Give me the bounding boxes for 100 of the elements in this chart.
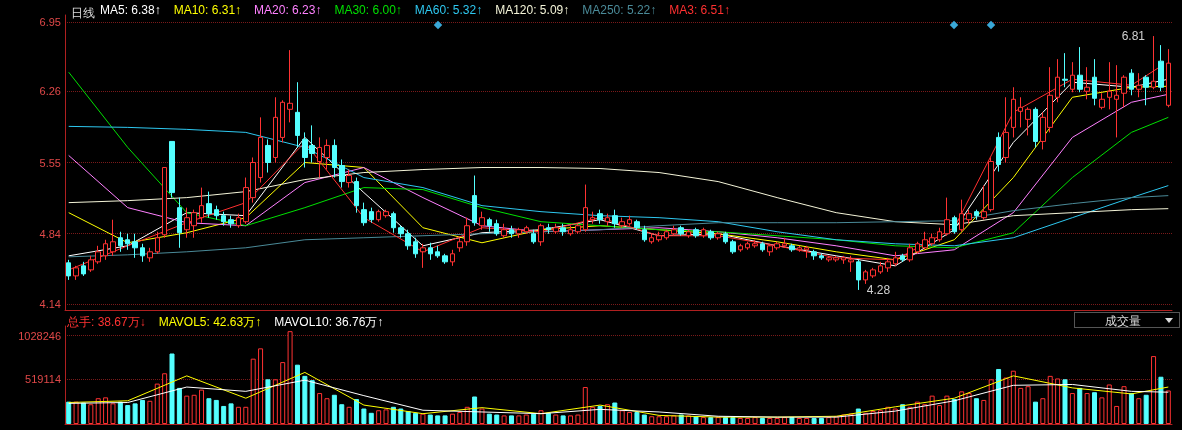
line-series (68, 195, 1169, 258)
candlestick (1143, 74, 1149, 106)
bar (339, 404, 345, 424)
candlestick (1136, 72, 1142, 98)
bar (80, 402, 86, 424)
candlestick (546, 223, 551, 235)
bar (804, 417, 810, 424)
bar (944, 395, 950, 424)
bar (796, 417, 802, 424)
bar (1099, 397, 1105, 424)
bar (656, 416, 662, 424)
candlestick (317, 136, 322, 179)
bar (641, 414, 647, 424)
bar (368, 412, 374, 424)
candlestick (214, 205, 219, 221)
candlestick (280, 99, 285, 143)
candlestick (376, 209, 381, 223)
bar (103, 397, 109, 424)
candlestick (428, 242, 433, 261)
text: MA60: 5.32↑ (414, 3, 483, 17)
bar (1025, 386, 1031, 424)
candlestick (937, 227, 942, 243)
bar (937, 405, 943, 424)
bar (508, 415, 514, 424)
candlestick (1033, 106, 1038, 148)
candlestick (612, 209, 618, 229)
candlestick (361, 202, 367, 227)
bar (1084, 393, 1090, 424)
text: MA250: 5.22↑ (582, 3, 657, 17)
candlestick (959, 199, 964, 233)
bar (413, 412, 419, 424)
bar (206, 398, 212, 424)
bar (892, 408, 898, 424)
candlestick (346, 169, 352, 189)
candlestick (435, 245, 440, 259)
candlestick (553, 223, 559, 235)
candlestick (118, 231, 123, 253)
candlestick (671, 225, 677, 237)
bar (973, 398, 979, 424)
bar (457, 411, 463, 424)
candlestick (531, 229, 536, 245)
candlestick (575, 223, 581, 235)
bar (117, 401, 123, 424)
text: MA20: 6.23↑ (254, 3, 322, 17)
candlestick (494, 219, 499, 237)
candlestick (664, 229, 669, 241)
bar (398, 408, 404, 424)
bar (582, 387, 588, 424)
bar (597, 405, 603, 424)
bar (1151, 356, 1157, 424)
candlestick (509, 225, 514, 239)
bar (523, 414, 529, 424)
candlestick (155, 231, 160, 255)
bar (560, 415, 566, 424)
bar (1018, 387, 1024, 424)
candlestick (516, 227, 522, 239)
dropdown: 成交量 (1074, 312, 1180, 328)
bar (708, 417, 714, 424)
candlestick (487, 217, 492, 233)
bar (442, 415, 448, 424)
bar (354, 399, 360, 424)
bar (959, 391, 965, 424)
candlestick (258, 116, 263, 184)
candlestick (878, 261, 883, 275)
candlestick (981, 185, 987, 221)
annotation: 6.81 (1121, 29, 1146, 44)
bar (250, 358, 256, 424)
bar (287, 331, 293, 424)
text: MA120: 5.09↑ (495, 3, 570, 17)
candlestick (1062, 52, 1068, 88)
bar (715, 417, 721, 424)
candlestick (177, 197, 182, 249)
candlestick (236, 213, 241, 229)
bar (627, 411, 633, 424)
bar (1055, 378, 1061, 424)
bar (88, 404, 94, 424)
line-series (68, 371, 1169, 418)
candlestick (560, 223, 566, 237)
candlestick (907, 243, 913, 263)
candlestick (1166, 48, 1171, 108)
bar (663, 416, 669, 424)
bar (826, 417, 832, 424)
candlestick (1092, 58, 1097, 106)
y-tick-label: 519114 (25, 373, 61, 386)
bar (228, 403, 234, 424)
text: MAVOL5: 42.63万↑ (158, 315, 262, 329)
text: MA3: 6.51↑ (669, 3, 730, 17)
bar (1010, 370, 1016, 424)
candlestick (332, 138, 337, 179)
candlestick (944, 197, 950, 237)
bar (280, 362, 286, 424)
candlestick (863, 269, 868, 285)
bar (1106, 384, 1112, 424)
line-series (68, 379, 1169, 418)
bar (671, 415, 677, 424)
y-tick-label: 6.95 (39, 16, 61, 29)
text: MA10: 6.31↑ (173, 3, 242, 17)
candlestick (952, 215, 957, 235)
bar (531, 413, 537, 424)
bar (449, 413, 455, 424)
